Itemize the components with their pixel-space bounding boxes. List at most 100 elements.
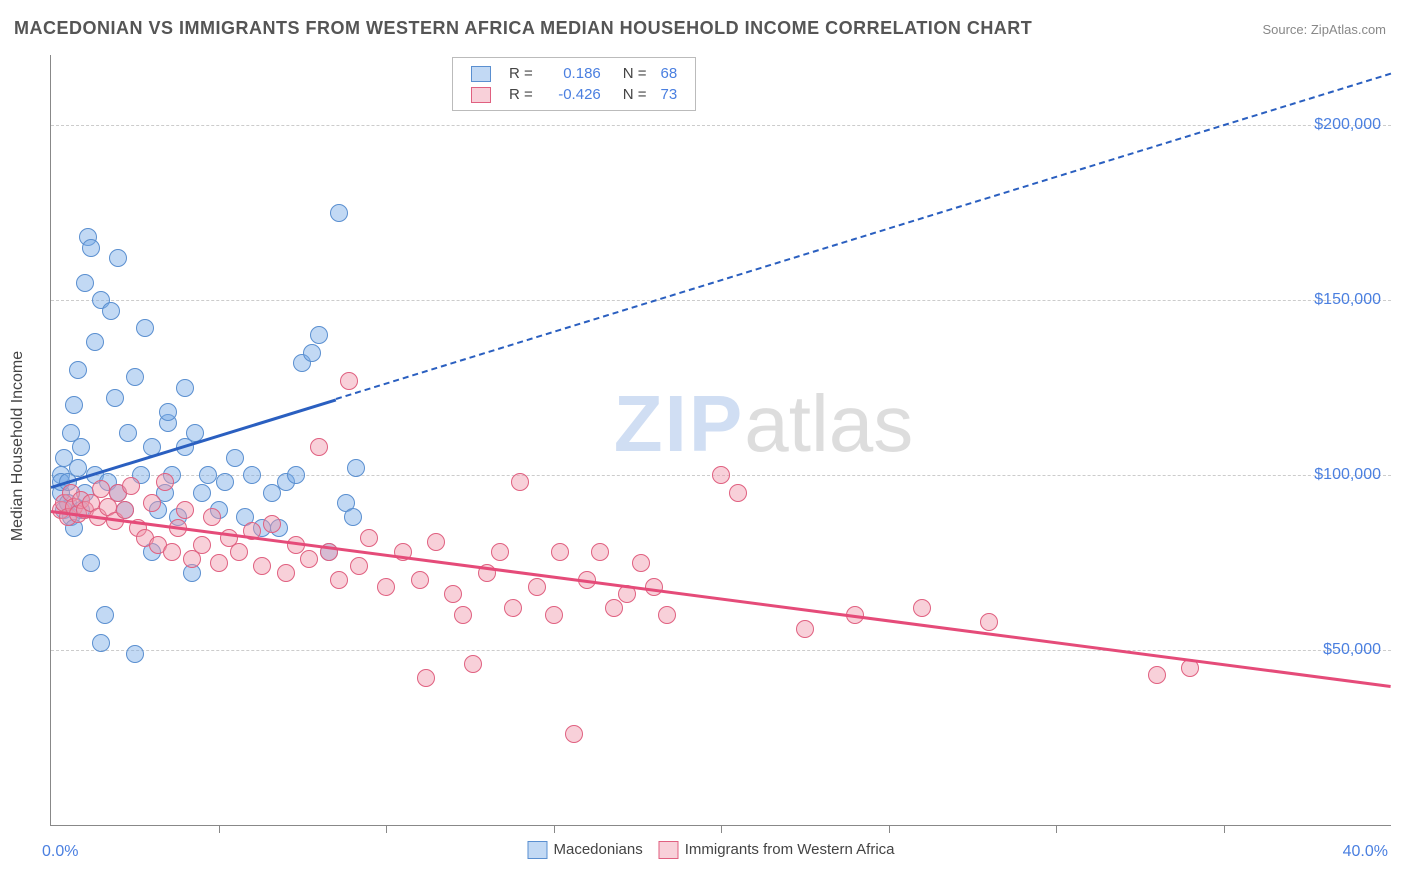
scatter-point: [330, 204, 348, 222]
stats-legend: R =0.186N =68R =-0.426N =73: [452, 57, 696, 111]
y-axis-title: Median Household Income: [9, 351, 27, 541]
scatter-point: [491, 543, 509, 561]
scatter-point: [504, 599, 522, 617]
scatter-point: [116, 501, 134, 519]
scatter-point: [712, 466, 730, 484]
x-axis-label-min: 0.0%: [42, 843, 78, 861]
chart-container: MACEDONIAN VS IMMIGRANTS FROM WESTERN AF…: [0, 0, 1406, 892]
scatter-point: [350, 557, 368, 575]
scatter-point: [551, 543, 569, 561]
x-tick: [386, 825, 387, 833]
scatter-point: [360, 529, 378, 547]
scatter-point: [729, 484, 747, 502]
legend-swatch: [527, 841, 547, 859]
scatter-point: [122, 477, 140, 495]
scatter-point: [454, 606, 472, 624]
scatter-point: [565, 725, 583, 743]
scatter-point: [545, 606, 563, 624]
scatter-point: [102, 302, 120, 320]
scatter-point: [464, 655, 482, 673]
scatter-point: [92, 480, 110, 498]
scatter-point: [69, 361, 87, 379]
scatter-point: [347, 459, 365, 477]
scatter-point: [156, 473, 174, 491]
scatter-point: [199, 466, 217, 484]
scatter-point: [96, 606, 114, 624]
watermark-part2: atlas: [744, 379, 913, 468]
trend-line-dashed: [335, 73, 1391, 400]
scatter-point: [106, 389, 124, 407]
scatter-point: [796, 620, 814, 638]
x-tick: [554, 825, 555, 833]
scatter-point: [193, 536, 211, 554]
scatter-point: [163, 543, 181, 561]
scatter-point: [76, 274, 94, 292]
scatter-point: [277, 564, 295, 582]
x-tick: [1056, 825, 1057, 833]
scatter-point: [287, 466, 305, 484]
plot-area: ZIPatlas $50,000 $100,000 $150,000 $200,000: [50, 55, 1391, 826]
scatter-point: [658, 606, 676, 624]
scatter-point: [72, 438, 90, 456]
scatter-point: [82, 554, 100, 572]
scatter-point: [980, 613, 998, 631]
scatter-point: [86, 333, 104, 351]
scatter-point: [136, 319, 154, 337]
scatter-point: [109, 249, 127, 267]
legend-series-label: Immigrants from Western Africa: [685, 841, 895, 858]
scatter-point: [176, 501, 194, 519]
scatter-point: [1148, 666, 1166, 684]
scatter-point: [444, 585, 462, 603]
scatter-point: [176, 379, 194, 397]
scatter-point: [126, 645, 144, 663]
scatter-point: [528, 578, 546, 596]
x-tick: [889, 825, 890, 833]
scatter-point: [216, 473, 234, 491]
y-tick-label: $200,000: [1314, 116, 1381, 134]
scatter-point: [330, 571, 348, 589]
scatter-point: [310, 326, 328, 344]
legend-series-label: Macedonians: [553, 841, 642, 858]
scatter-point: [65, 396, 83, 414]
scatter-point: [310, 438, 328, 456]
scatter-point: [303, 344, 321, 362]
scatter-point: [210, 554, 228, 572]
scatter-point: [591, 543, 609, 561]
y-tick-label: $100,000: [1314, 466, 1381, 484]
x-tick: [219, 825, 220, 833]
gridline: [51, 650, 1391, 651]
scatter-point: [126, 368, 144, 386]
scatter-point: [253, 557, 271, 575]
scatter-point: [119, 424, 137, 442]
scatter-point: [344, 508, 362, 526]
scatter-point: [159, 403, 177, 421]
watermark-part1: ZIP: [614, 379, 744, 468]
legend-swatch: [659, 841, 679, 859]
scatter-point: [511, 473, 529, 491]
scatter-point: [300, 550, 318, 568]
scatter-point: [411, 571, 429, 589]
watermark: ZIPatlas: [614, 378, 913, 470]
source-label: Source: ZipAtlas.com: [1262, 22, 1386, 37]
scatter-point: [92, 634, 110, 652]
trend-line: [51, 510, 1391, 688]
series-legend: Macedonians Immigrants from Western Afric…: [511, 841, 894, 859]
gridline: [51, 125, 1391, 126]
scatter-point: [377, 578, 395, 596]
scatter-point: [340, 372, 358, 390]
scatter-point: [243, 466, 261, 484]
scatter-point: [82, 239, 100, 257]
scatter-point: [193, 484, 211, 502]
gridline: [51, 300, 1391, 301]
scatter-point: [605, 599, 623, 617]
scatter-point: [417, 669, 435, 687]
scatter-point: [226, 449, 244, 467]
x-axis-label-max: 40.0%: [1343, 843, 1388, 861]
scatter-point: [632, 554, 650, 572]
scatter-point: [263, 515, 281, 533]
y-tick-label: $50,000: [1323, 641, 1381, 659]
y-tick-label: $150,000: [1314, 291, 1381, 309]
scatter-point: [427, 533, 445, 551]
scatter-point: [913, 599, 931, 617]
x-tick: [721, 825, 722, 833]
